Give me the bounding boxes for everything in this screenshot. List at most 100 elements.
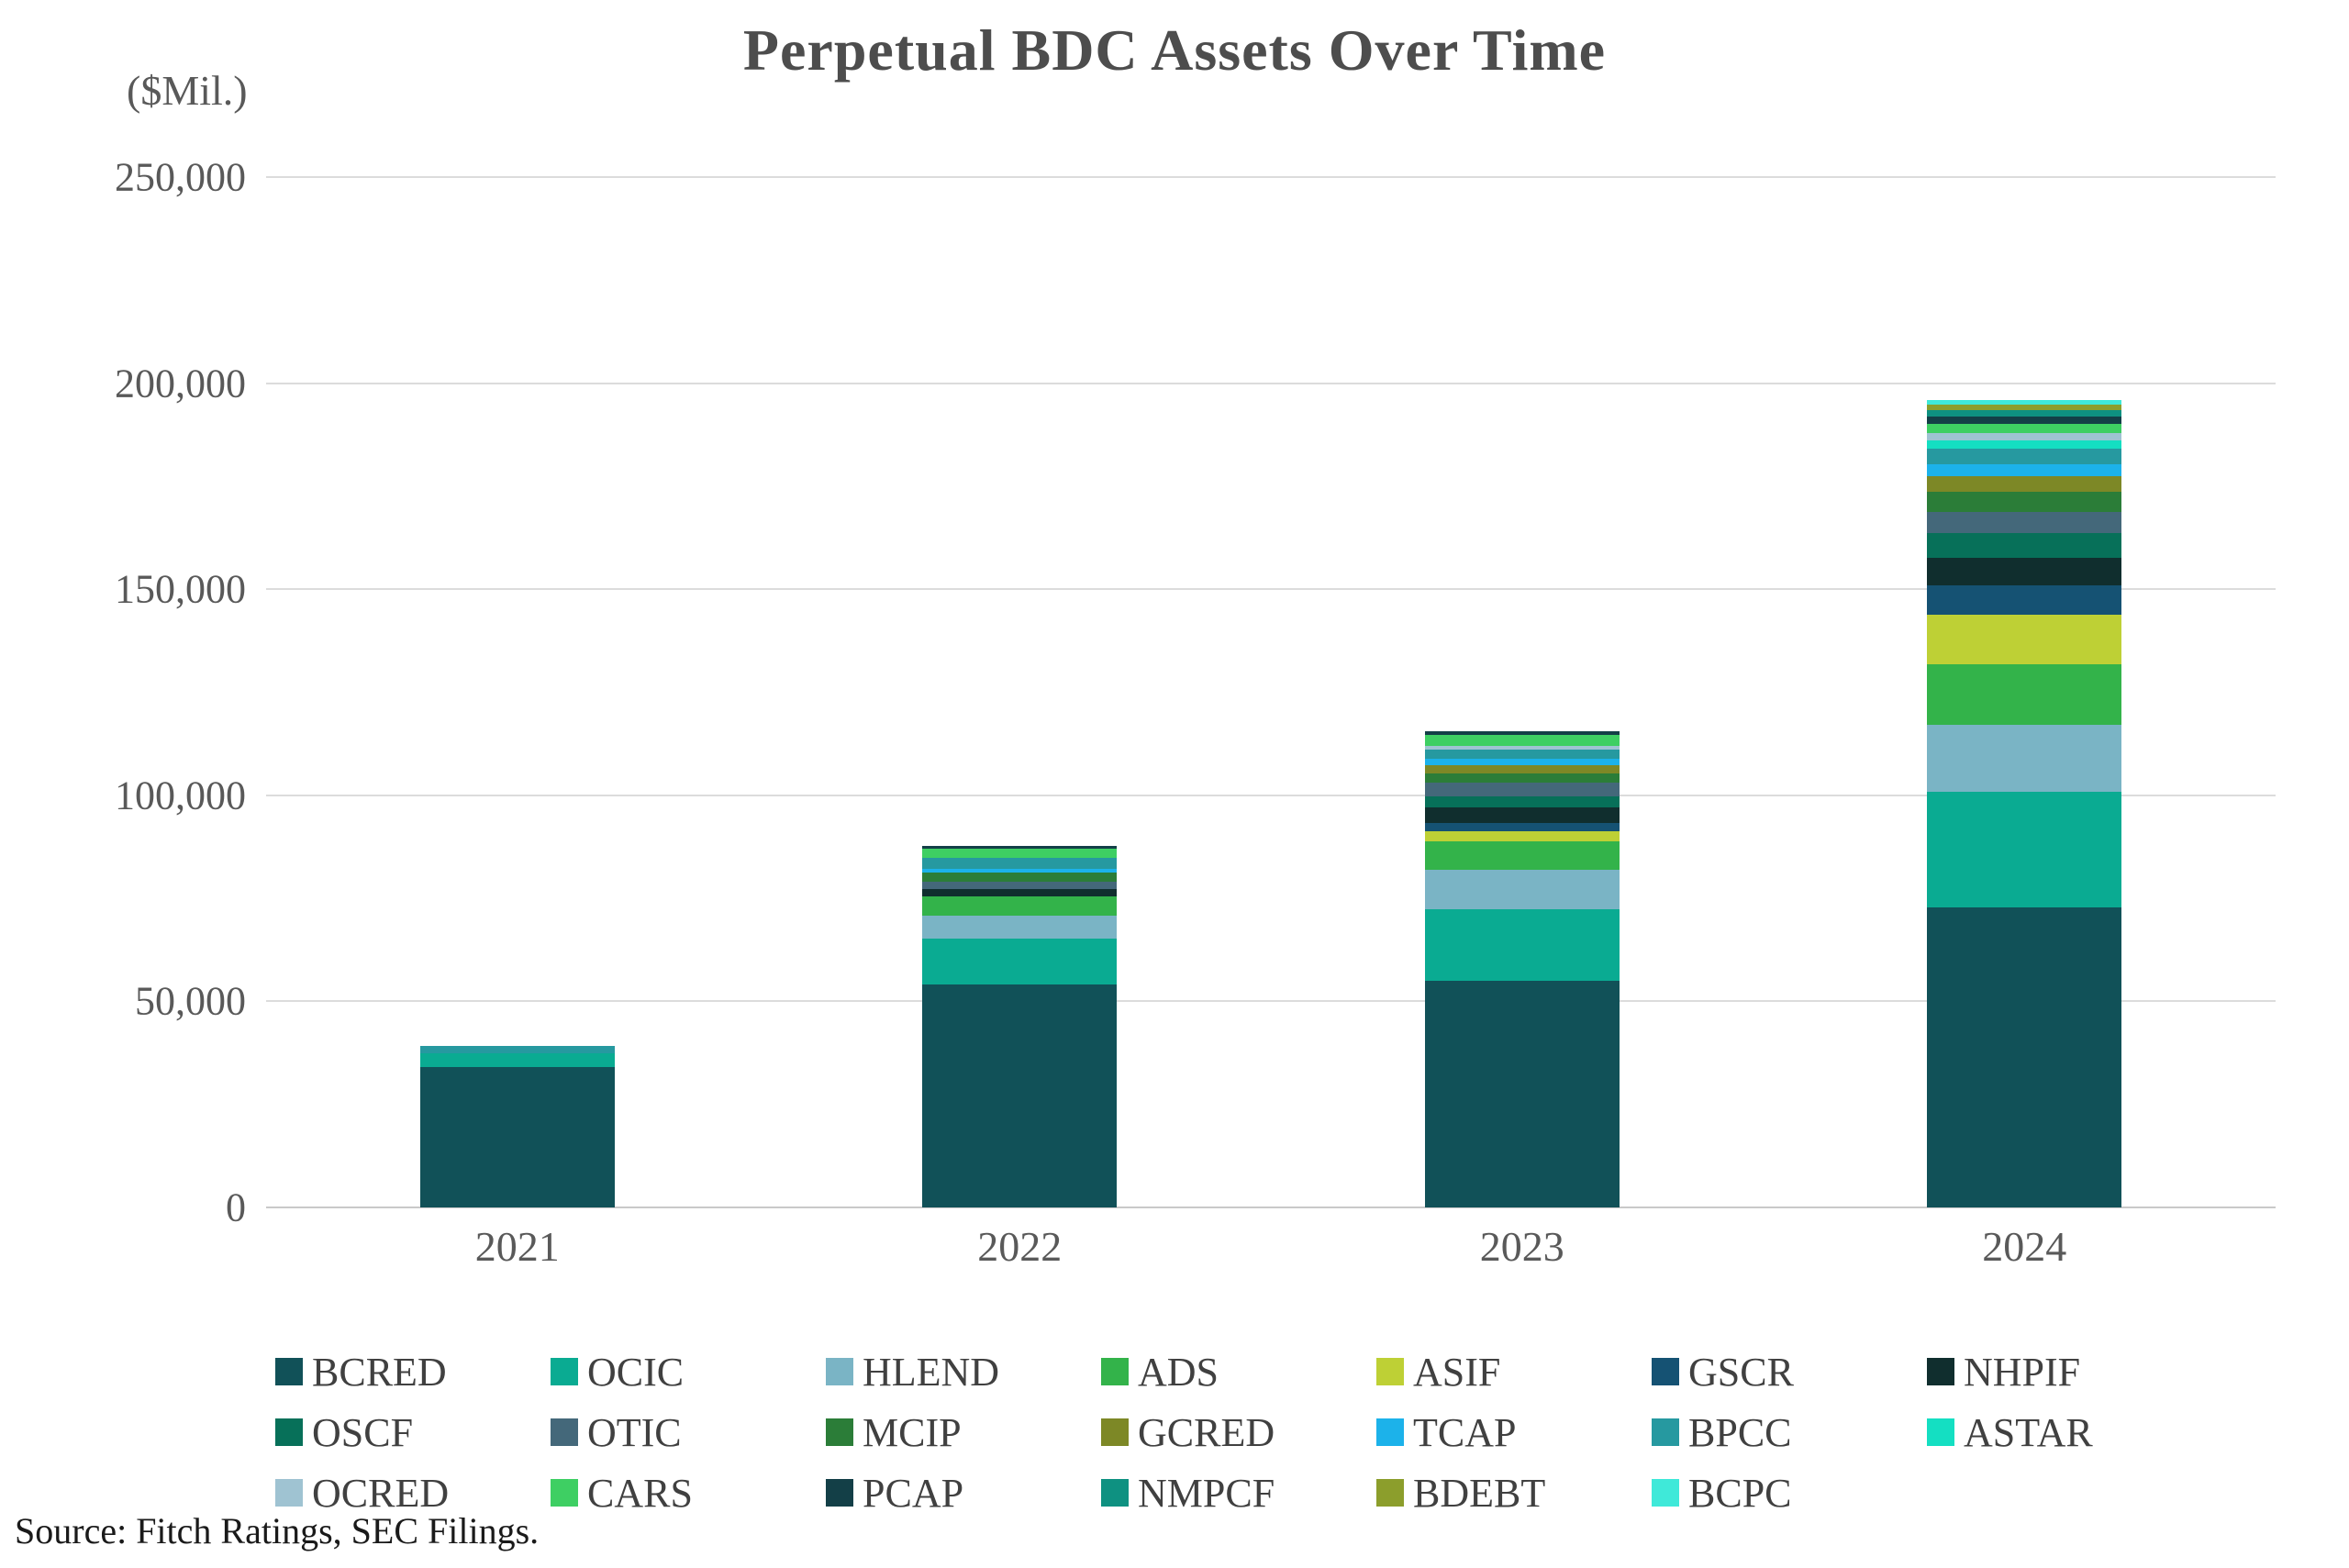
legend-swatch-nmpcf [1101,1479,1129,1507]
bar-segment-hlend-2022 [922,915,1118,939]
legend-label-bcred: BCRED [312,1349,447,1395]
bar-segment-ocic-2023 [1424,908,1620,981]
bar-segment-ocic-2022 [922,938,1118,984]
bar-segment-bpcc-2024 [1927,448,2122,464]
bar-segment-tcap-2024 [1927,463,2122,476]
bar-segment-otic-2024 [1927,511,2122,533]
bar-segment-bpcc-2021 [419,1045,615,1054]
legend-label-bpcc: BPCC [1688,1409,1792,1455]
bar-segment-tcap-2023 [1424,758,1620,766]
legend-label-nhpif: NHPIF [1964,1349,2081,1395]
legend-swatch-hlend [826,1358,853,1385]
legend-label-tcap: TCAP [1413,1409,1517,1455]
legend-swatch-asif [1376,1358,1404,1385]
y-tick-label: 250,000 [115,154,246,200]
bar-segment-pcap-2024 [1927,416,2122,424]
bar-segment-ocred-2024 [1927,432,2122,440]
bar-segment-cars-2023 [1424,734,1620,747]
gridline-200000 [266,382,2276,384]
legend-item-bcpc: BCPC [1652,1470,1927,1517]
legend-label-otic: OTIC [587,1409,682,1455]
legend-item-gscr: GSCR [1652,1349,1927,1396]
legend-item-nhpif: NHPIF [1927,1349,2202,1396]
legend-label-ocred: OCRED [312,1470,450,1516]
bar-segment-ocred-2023 [1424,746,1620,751]
bar-segment-oscf-2023 [1424,795,1620,807]
legend-label-astar: ASTAR [1964,1409,2093,1455]
legend-swatch-ocic [551,1358,578,1385]
gridline-150000 [266,588,2276,591]
bar-segment-ads-2023 [1424,840,1620,870]
legend-swatch-tcap [1376,1418,1404,1446]
bar-segment-gcred-2023 [1424,765,1620,774]
bar-segment-cars-2022 [922,848,1118,858]
stacked-bar-2023 [1424,730,1620,1207]
legend-item-ads: ADS [1101,1349,1376,1396]
y-axis-unit-label: ($Mil.) [127,67,248,114]
bar-segment-gcred-2024 [1927,475,2122,492]
bar-segment-bpcc-2022 [922,857,1118,869]
legend-swatch-mcip [826,1418,853,1446]
chart-title: Perpetual BDC Assets Over Time [742,17,1607,83]
legend-item-bpcc: BPCC [1652,1409,1927,1456]
bar-segment-oscf-2024 [1927,532,2122,558]
bar-segment-pcap-2023 [1424,730,1620,735]
legend-swatch-gcred [1101,1418,1129,1446]
y-tick-label: 0 [226,1184,246,1230]
y-axis-tick-labels: 0 50,000 100,000 150,000 200,000 250,000 [0,155,246,1230]
bar-segment-asif-2023 [1424,830,1620,841]
x-tick-label-2024: 2024 [1982,1223,2067,1270]
bar-segment-otic-2023 [1424,782,1620,796]
legend-swatch-gscr [1652,1358,1679,1385]
legend-swatch-astar [1927,1418,1954,1446]
legend-label-pcap: PCAP [863,1470,964,1516]
stacked-bar-2024 [1927,399,2122,1207]
legend-swatch-nhpif [1927,1358,1954,1385]
legend-label-asif: ASIF [1413,1349,1501,1395]
bar-segment-nhpif-2023 [1424,806,1620,823]
bar-segment-astar-2024 [1927,439,2122,449]
legend-item-mcip: MCIP [826,1409,1101,1456]
legend-item-otic: OTIC [551,1409,826,1456]
gridline-50000 [266,1000,2276,1003]
legend-item-tcap: TCAP [1376,1409,1652,1456]
bar-segment-hlend-2023 [1424,869,1620,909]
plot-area [266,176,2276,1208]
legend-item-astar: ASTAR [1927,1409,2202,1456]
bar-segment-bpcc-2023 [1424,750,1620,759]
x-tick-label-2021: 2021 [474,1223,560,1270]
bar-segment-pcap-2022 [922,845,1118,849]
legend-swatch-oscf [275,1418,303,1446]
gridline-0 [266,1207,2276,1208]
legend: BCRED OSCF OCRED OCIC OTIC CARS HLEND MCIP PCAP A… [275,1341,2202,1523]
bar-segment-gscr-2023 [1424,822,1620,831]
gridline-250000 [266,176,2276,178]
y-tick-label: 100,000 [115,773,246,818]
legend-item-asif: ASIF [1376,1349,1652,1396]
bar-segment-nhpif-2022 [922,888,1118,896]
legend-label-cars: CARS [587,1470,693,1516]
x-axis-labels: 2021 2022 2023 2024 [266,1222,2276,1277]
gridline-100000 [266,794,2276,796]
legend-item-bcred: BCRED [275,1349,551,1396]
bar-segment-bcred-2023 [1424,980,1620,1207]
legend-item-ocic: OCIC [551,1349,826,1396]
legend-label-gcred: GCRED [1138,1409,1275,1455]
bar-segment-gscr-2024 [1927,584,2122,615]
bar-segment-mcip-2024 [1927,491,2122,512]
x-tick-label-2022: 2022 [977,1223,1063,1270]
bar-segment-hlend-2024 [1927,725,2122,793]
bar-segment-nhpif-2024 [1927,557,2122,585]
y-tick-label: 50,000 [135,978,246,1024]
legend-item-hlend: HLEND [826,1349,1101,1396]
legend-label-oscf: OSCF [312,1409,414,1455]
legend-swatch-ads [1101,1358,1129,1385]
bar-segment-bcred-2022 [922,984,1118,1207]
legend-swatch-bdebt [1376,1479,1404,1507]
legend-item-ocred: OCRED [275,1470,551,1517]
legend-label-mcip: MCIP [863,1409,962,1455]
stacked-bar-2022 [922,845,1118,1207]
bar-segment-bcpc-2024 [1927,399,2122,405]
legend-swatch-ocred [275,1479,303,1507]
